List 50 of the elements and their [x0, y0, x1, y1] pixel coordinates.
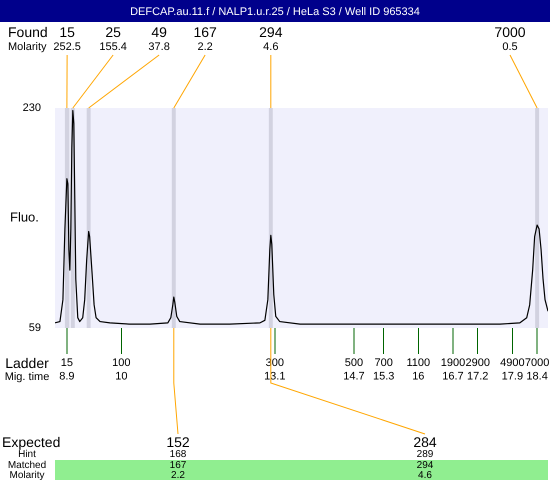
- text: 700: [374, 357, 393, 370]
- x-tick-label: 15.3: [372, 370, 394, 383]
- band-label: 15: [59, 24, 76, 40]
- text: 500: [344, 357, 364, 370]
- text: 168: [170, 448, 187, 460]
- y-tick-label: 59: [28, 322, 41, 334]
- annotation: 152: [166, 434, 190, 450]
- text: Hint: [18, 448, 36, 460]
- x-tick-label: 16: [412, 370, 424, 383]
- annotation: 155.4: [99, 41, 127, 54]
- x-tick-label: 14.7: [343, 370, 365, 383]
- y-axis-title: Fluo.: [10, 210, 39, 225]
- x-tick-label: 17.9: [502, 370, 524, 383]
- annotation: 252.5: [53, 41, 81, 54]
- band-label: 7000: [494, 24, 526, 40]
- y-tick-label: 230: [22, 102, 41, 114]
- text: 7000: [524, 357, 550, 370]
- text: Found: [8, 24, 48, 40]
- x-tick-label: 17.2: [467, 370, 488, 383]
- text: 1100: [406, 357, 430, 370]
- text: 1900: [440, 357, 466, 370]
- chart-title: DEFCAP.au.11.f / NALP1.u.r.25 / HeLa S3 / Well ID 965334: [130, 6, 420, 18]
- text: 2.2: [171, 470, 186, 480]
- x-tick-label: 8.9: [59, 370, 75, 383]
- text: 294: [416, 460, 434, 471]
- text: 167: [170, 460, 187, 471]
- x-tick-label: 16.7: [442, 370, 464, 383]
- band-label: 294: [259, 24, 283, 40]
- text: 15: [60, 357, 74, 370]
- text: Ladder: [5, 354, 50, 371]
- annotation: 4.6: [263, 41, 278, 54]
- band-label: 49: [151, 24, 168, 40]
- text: Expected: [2, 434, 60, 450]
- band-label: 25: [105, 24, 122, 40]
- text: 2900: [465, 357, 490, 370]
- text: 4900: [500, 357, 525, 370]
- x-axis-title: Mig. time: [4, 371, 50, 384]
- annotation: 2.2: [197, 41, 213, 54]
- annotation: 37.8: [148, 41, 170, 54]
- text: 4.6: [418, 470, 432, 480]
- band-label: 167: [193, 24, 218, 40]
- text: 100: [112, 357, 131, 370]
- x-tick-label: 10: [115, 370, 128, 383]
- annotation: 0.5: [502, 41, 518, 54]
- text: 289: [416, 448, 434, 460]
- annotation: 284: [413, 434, 437, 450]
- text: Matched: [8, 460, 46, 471]
- text: Molarity: [8, 41, 48, 54]
- x-tick-label: 18.4: [526, 370, 548, 383]
- text: Molarity: [9, 470, 45, 480]
